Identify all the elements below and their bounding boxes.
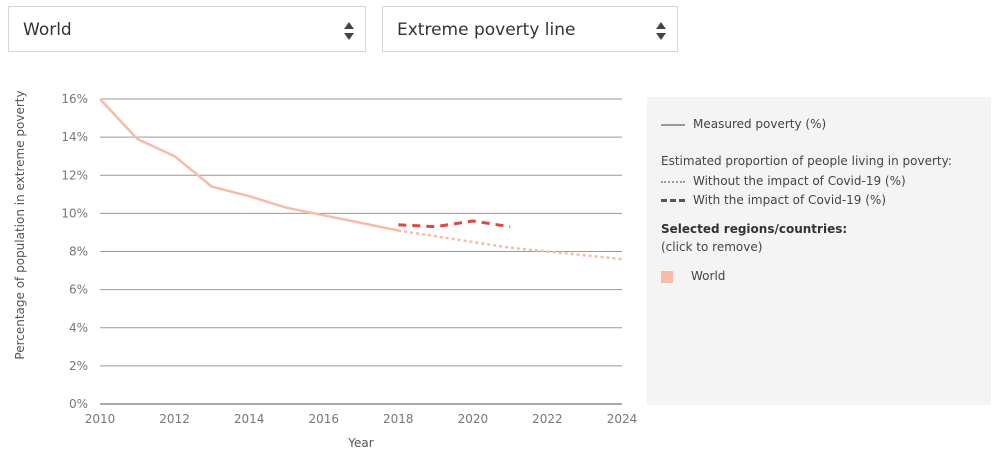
y-axis-ticks: 0% 2% 4% 6% 8% 10% 12% 14% 16%	[61, 92, 88, 411]
y-tick-label: 8%	[69, 245, 88, 259]
legend-item-with-covid: With the impact of Covid-19 (%)	[661, 193, 886, 207]
legend-without-covid-label: Without the impact of Covid-19 (%)	[693, 174, 906, 188]
poverty-line-select-value: Extreme poverty line	[397, 20, 576, 40]
grid-lines	[100, 98, 622, 405]
x-tick-label: 2018	[383, 412, 414, 426]
x-axis-ticks: 2010 2012 2014 2016 2018 2020 2022 2024	[85, 412, 638, 426]
legend-item-measured: Measured poverty (%)	[661, 117, 826, 131]
color-swatch	[661, 270, 673, 283]
region-select-value: World	[23, 20, 72, 40]
sort-arrows-icon	[656, 22, 666, 40]
y-tick-label: 0%	[69, 397, 88, 411]
x-tick-label: 2016	[308, 412, 339, 426]
y-tick-label: 6%	[69, 283, 88, 297]
x-tick-label: 2010	[85, 412, 116, 426]
y-tick-label: 10%	[61, 206, 88, 220]
y-tick-label: 4%	[69, 321, 88, 335]
selected-item-label: World	[691, 269, 726, 283]
measured-poverty-line[interactable]	[99, 98, 399, 232]
y-tick-label: 12%	[61, 168, 88, 182]
x-axis-label: Year	[347, 436, 373, 450]
y-tick-label: 2%	[69, 359, 88, 373]
x-tick-label: 2012	[159, 412, 190, 426]
x-tick-label: 2022	[532, 412, 563, 426]
selected-item-world[interactable]: World	[661, 269, 725, 283]
projection-with-covid-line[interactable]	[398, 219, 511, 229]
legend-estimated-heading: Estimated proportion of people living in…	[661, 154, 952, 168]
legend-item-without-covid: Without the impact of Covid-19 (%)	[661, 174, 906, 188]
solid-line-icon	[661, 123, 685, 126]
poverty-line-select[interactable]: Extreme poverty line	[382, 6, 678, 52]
dotted-line-icon	[661, 180, 685, 183]
chart-legend: Measured poverty (%) Estimated proportio…	[647, 97, 991, 405]
y-tick-label: 14%	[61, 130, 88, 144]
sort-arrows-icon	[344, 22, 354, 40]
x-tick-label: 2024	[607, 412, 638, 426]
projection-without-covid-line[interactable]	[398, 229, 623, 261]
legend-with-covid-label: With the impact of Covid-19 (%)	[693, 193, 887, 207]
region-select[interactable]: World	[8, 6, 366, 52]
dashed-line-icon	[661, 199, 685, 202]
legend-selected-heading: Selected regions/countries:	[661, 222, 848, 236]
x-tick-label: 2020	[458, 412, 489, 426]
y-axis-label: Percentage of population in extreme pove…	[13, 90, 27, 359]
chart-series	[99, 98, 623, 261]
y-tick-label: 16%	[61, 92, 88, 106]
legend-click-to-remove: (click to remove)	[661, 240, 763, 254]
x-tick-label: 2014	[234, 412, 265, 426]
legend-measured-label: Measured poverty (%)	[693, 117, 827, 131]
